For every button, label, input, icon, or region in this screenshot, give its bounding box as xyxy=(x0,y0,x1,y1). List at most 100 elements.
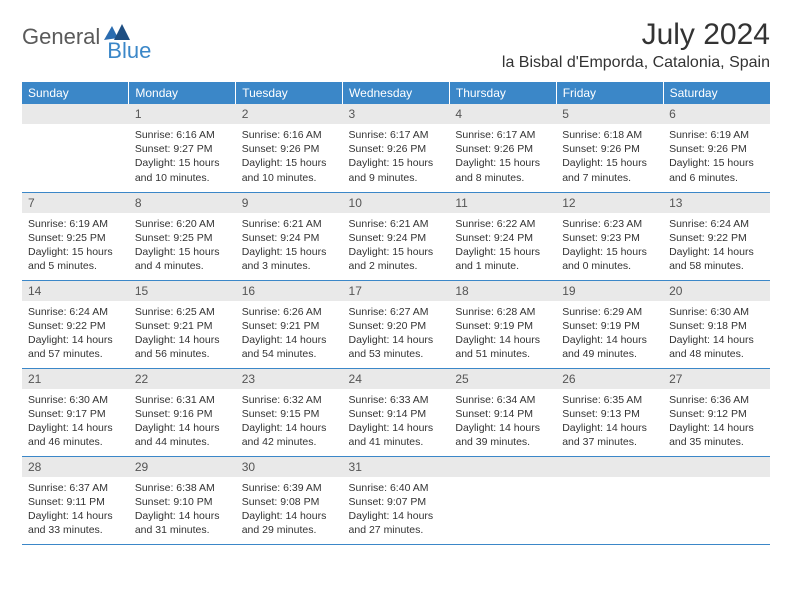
calendar-day-cell: 26Sunrise: 6:35 AMSunset: 9:13 PMDayligh… xyxy=(556,368,663,456)
day-number: 15 xyxy=(129,281,236,301)
calendar-day-cell: 13Sunrise: 6:24 AMSunset: 9:22 PMDayligh… xyxy=(663,192,770,280)
calendar-week-row: 1Sunrise: 6:16 AMSunset: 9:27 PMDaylight… xyxy=(22,104,770,192)
day-details: Sunrise: 6:30 AMSunset: 9:17 PMDaylight:… xyxy=(22,389,129,456)
day-details: Sunrise: 6:25 AMSunset: 9:21 PMDaylight:… xyxy=(129,301,236,368)
calendar-day-cell: 8Sunrise: 6:20 AMSunset: 9:25 PMDaylight… xyxy=(129,192,236,280)
weekday-header: Tuesday xyxy=(236,82,343,104)
day-number: 17 xyxy=(343,281,450,301)
day-number: 24 xyxy=(343,369,450,389)
calendar-table: SundayMondayTuesdayWednesdayThursdayFrid… xyxy=(22,82,770,545)
day-number: 29 xyxy=(129,457,236,477)
day-details: Sunrise: 6:28 AMSunset: 9:19 PMDaylight:… xyxy=(449,301,556,368)
location-text: la Bisbal d'Emporda, Catalonia, Spain xyxy=(502,54,770,72)
weekday-header: Saturday xyxy=(663,82,770,104)
weekday-header: Monday xyxy=(129,82,236,104)
day-details: Sunrise: 6:16 AMSunset: 9:26 PMDaylight:… xyxy=(236,124,343,191)
day-details: Sunrise: 6:21 AMSunset: 9:24 PMDaylight:… xyxy=(343,213,450,280)
day-number: 28 xyxy=(22,457,129,477)
calendar-day-cell: 11Sunrise: 6:22 AMSunset: 9:24 PMDayligh… xyxy=(449,192,556,280)
header: General Blue July 2024 la Bisbal d'Empor… xyxy=(22,18,770,72)
calendar-day-cell: 18Sunrise: 6:28 AMSunset: 9:19 PMDayligh… xyxy=(449,280,556,368)
weekday-header-row: SundayMondayTuesdayWednesdayThursdayFrid… xyxy=(22,82,770,104)
calendar-day-cell: 21Sunrise: 6:30 AMSunset: 9:17 PMDayligh… xyxy=(22,368,129,456)
calendar-body: 1Sunrise: 6:16 AMSunset: 9:27 PMDaylight… xyxy=(22,104,770,544)
day-number: 21 xyxy=(22,369,129,389)
day-number: 31 xyxy=(343,457,450,477)
day-number: 22 xyxy=(129,369,236,389)
day-number: 13 xyxy=(663,193,770,213)
day-details: Sunrise: 6:20 AMSunset: 9:25 PMDaylight:… xyxy=(129,213,236,280)
calendar-week-row: 14Sunrise: 6:24 AMSunset: 9:22 PMDayligh… xyxy=(22,280,770,368)
calendar-day-cell: 3Sunrise: 6:17 AMSunset: 9:26 PMDaylight… xyxy=(343,104,450,192)
weekday-header: Friday xyxy=(556,82,663,104)
day-details: Sunrise: 6:23 AMSunset: 9:23 PMDaylight:… xyxy=(556,213,663,280)
weekday-header: Wednesday xyxy=(343,82,450,104)
day-number: 11 xyxy=(449,193,556,213)
brand-logo: General Blue xyxy=(22,24,175,50)
calendar-day-cell: 29Sunrise: 6:38 AMSunset: 9:10 PMDayligh… xyxy=(129,456,236,544)
empty-day-number xyxy=(449,457,556,477)
day-details: Sunrise: 6:21 AMSunset: 9:24 PMDaylight:… xyxy=(236,213,343,280)
calendar-day-cell: 19Sunrise: 6:29 AMSunset: 9:19 PMDayligh… xyxy=(556,280,663,368)
day-details: Sunrise: 6:36 AMSunset: 9:12 PMDaylight:… xyxy=(663,389,770,456)
calendar-day-cell xyxy=(663,456,770,544)
title-block: July 2024 la Bisbal d'Emporda, Catalonia… xyxy=(502,18,770,72)
calendar-day-cell: 2Sunrise: 6:16 AMSunset: 9:26 PMDaylight… xyxy=(236,104,343,192)
day-number: 23 xyxy=(236,369,343,389)
day-details: Sunrise: 6:16 AMSunset: 9:27 PMDaylight:… xyxy=(129,124,236,191)
calendar-week-row: 7Sunrise: 6:19 AMSunset: 9:25 PMDaylight… xyxy=(22,192,770,280)
calendar-week-row: 21Sunrise: 6:30 AMSunset: 9:17 PMDayligh… xyxy=(22,368,770,456)
day-details: Sunrise: 6:17 AMSunset: 9:26 PMDaylight:… xyxy=(343,124,450,191)
day-details: Sunrise: 6:34 AMSunset: 9:14 PMDaylight:… xyxy=(449,389,556,456)
day-details: Sunrise: 6:18 AMSunset: 9:26 PMDaylight:… xyxy=(556,124,663,191)
day-details: Sunrise: 6:27 AMSunset: 9:20 PMDaylight:… xyxy=(343,301,450,368)
weekday-header: Thursday xyxy=(449,82,556,104)
calendar-day-cell: 28Sunrise: 6:37 AMSunset: 9:11 PMDayligh… xyxy=(22,456,129,544)
day-details: Sunrise: 6:31 AMSunset: 9:16 PMDaylight:… xyxy=(129,389,236,456)
calendar-day-cell: 6Sunrise: 6:19 AMSunset: 9:26 PMDaylight… xyxy=(663,104,770,192)
calendar-day-cell: 30Sunrise: 6:39 AMSunset: 9:08 PMDayligh… xyxy=(236,456,343,544)
brand-text-blue: Blue xyxy=(107,38,151,64)
day-number: 10 xyxy=(343,193,450,213)
day-number: 14 xyxy=(22,281,129,301)
weekday-header: Sunday xyxy=(22,82,129,104)
day-number: 6 xyxy=(663,104,770,124)
day-details: Sunrise: 6:32 AMSunset: 9:15 PMDaylight:… xyxy=(236,389,343,456)
empty-day-number xyxy=(663,457,770,477)
empty-day-number xyxy=(22,104,129,124)
day-details: Sunrise: 6:24 AMSunset: 9:22 PMDaylight:… xyxy=(22,301,129,368)
calendar-week-row: 28Sunrise: 6:37 AMSunset: 9:11 PMDayligh… xyxy=(22,456,770,544)
day-number: 9 xyxy=(236,193,343,213)
day-details: Sunrise: 6:26 AMSunset: 9:21 PMDaylight:… xyxy=(236,301,343,368)
day-details: Sunrise: 6:19 AMSunset: 9:26 PMDaylight:… xyxy=(663,124,770,191)
day-number: 5 xyxy=(556,104,663,124)
day-details: Sunrise: 6:22 AMSunset: 9:24 PMDaylight:… xyxy=(449,213,556,280)
day-details: Sunrise: 6:17 AMSunset: 9:26 PMDaylight:… xyxy=(449,124,556,191)
day-number: 30 xyxy=(236,457,343,477)
day-details: Sunrise: 6:37 AMSunset: 9:11 PMDaylight:… xyxy=(22,477,129,544)
calendar-day-cell xyxy=(449,456,556,544)
calendar-day-cell: 15Sunrise: 6:25 AMSunset: 9:21 PMDayligh… xyxy=(129,280,236,368)
day-number: 1 xyxy=(129,104,236,124)
calendar-day-cell xyxy=(22,104,129,192)
calendar-day-cell: 14Sunrise: 6:24 AMSunset: 9:22 PMDayligh… xyxy=(22,280,129,368)
day-number: 27 xyxy=(663,369,770,389)
day-details: Sunrise: 6:39 AMSunset: 9:08 PMDaylight:… xyxy=(236,477,343,544)
day-details: Sunrise: 6:29 AMSunset: 9:19 PMDaylight:… xyxy=(556,301,663,368)
calendar-day-cell: 22Sunrise: 6:31 AMSunset: 9:16 PMDayligh… xyxy=(129,368,236,456)
day-number: 25 xyxy=(449,369,556,389)
calendar-day-cell: 10Sunrise: 6:21 AMSunset: 9:24 PMDayligh… xyxy=(343,192,450,280)
calendar-day-cell: 25Sunrise: 6:34 AMSunset: 9:14 PMDayligh… xyxy=(449,368,556,456)
day-number: 19 xyxy=(556,281,663,301)
calendar-day-cell: 31Sunrise: 6:40 AMSunset: 9:07 PMDayligh… xyxy=(343,456,450,544)
calendar-day-cell: 23Sunrise: 6:32 AMSunset: 9:15 PMDayligh… xyxy=(236,368,343,456)
brand-text-general: General xyxy=(22,24,100,50)
day-number: 3 xyxy=(343,104,450,124)
calendar-day-cell: 20Sunrise: 6:30 AMSunset: 9:18 PMDayligh… xyxy=(663,280,770,368)
day-details: Sunrise: 6:24 AMSunset: 9:22 PMDaylight:… xyxy=(663,213,770,280)
day-number: 8 xyxy=(129,193,236,213)
calendar-day-cell: 5Sunrise: 6:18 AMSunset: 9:26 PMDaylight… xyxy=(556,104,663,192)
month-title: July 2024 xyxy=(502,18,770,52)
calendar-day-cell: 1Sunrise: 6:16 AMSunset: 9:27 PMDaylight… xyxy=(129,104,236,192)
day-details: Sunrise: 6:40 AMSunset: 9:07 PMDaylight:… xyxy=(343,477,450,544)
